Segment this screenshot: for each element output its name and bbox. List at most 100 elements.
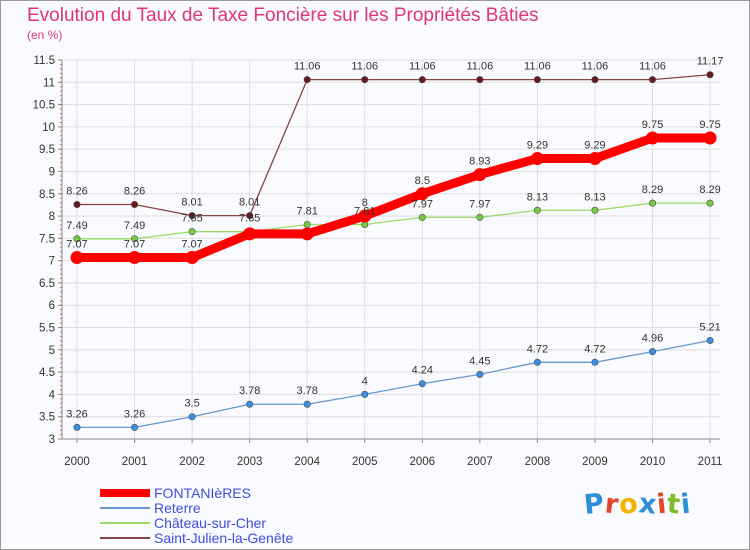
data-point xyxy=(533,358,541,366)
data-point xyxy=(188,228,196,236)
data-point xyxy=(73,200,81,208)
y-tick-label: 8.5 xyxy=(39,189,55,201)
data-point xyxy=(185,251,199,265)
data-label: 4.96 xyxy=(642,333,663,345)
data-point xyxy=(646,131,659,145)
data-label: 11.06 xyxy=(582,61,609,73)
data-labels-layer: 7.07 7.07 7.07 8 8.5 8.93 9.29 9.29 9.75 9.75 3.26… xyxy=(66,56,723,421)
data-point xyxy=(418,213,426,221)
y-tick-label: 4 xyxy=(49,389,56,401)
data-point xyxy=(246,400,254,408)
chart-title: Evolution du Taux de Taxe Foncière sur l… xyxy=(27,5,539,26)
data-label: 5.21 xyxy=(699,321,720,333)
x-tick-label: 2000 xyxy=(64,456,90,468)
proxiti-logo: Proxiti xyxy=(582,488,693,521)
data-label: 8.29 xyxy=(699,184,720,196)
y-axis-unit-label: (en %) xyxy=(27,28,63,42)
data-point xyxy=(361,390,369,398)
y-tick-label: 6.5 xyxy=(39,278,55,290)
y-tick-label: 8 xyxy=(49,211,55,223)
x-tick-label: 2001 xyxy=(122,456,148,468)
y-tick-label: 5.5 xyxy=(39,323,55,335)
data-label: 11.06 xyxy=(351,61,378,73)
legend-label: Château-sur-Cher xyxy=(154,515,267,531)
legend: FONTANIèRES Reterre Château-sur-Cher Saint-… xyxy=(100,485,400,546)
data-label: 7.07 xyxy=(124,239,145,251)
data-label: 7.81 xyxy=(296,206,317,218)
x-tick-label: 2005 xyxy=(352,456,378,468)
data-point xyxy=(530,152,544,166)
y-tick-label: 9.5 xyxy=(39,144,55,156)
data-label: 9.29 xyxy=(527,140,548,152)
data-label: 11.06 xyxy=(466,61,493,73)
data-point xyxy=(418,76,426,84)
legend-item: Saint-Julien-la-Genête xyxy=(100,530,400,546)
y-tick-label: 7.5 xyxy=(39,233,55,245)
data-label: 7.65 xyxy=(239,213,260,225)
data-label: 7.49 xyxy=(124,220,145,232)
data-label: 8.13 xyxy=(527,191,548,203)
markers-layer xyxy=(70,71,717,431)
series-line-2 xyxy=(76,202,711,240)
data-point xyxy=(243,227,257,241)
data-label: 3.26 xyxy=(124,408,145,420)
data-point xyxy=(73,423,81,431)
data-point xyxy=(246,212,254,220)
x-tick-label: 2002 xyxy=(179,456,205,468)
data-label: 9.75 xyxy=(642,119,663,131)
y-tick-label: 5 xyxy=(49,345,55,357)
y-tick-label: 6 xyxy=(49,300,55,312)
y-tick-label: 10.5 xyxy=(33,100,55,112)
data-label: 8.93 xyxy=(469,156,490,168)
data-label: 8.26 xyxy=(66,185,87,197)
data-point xyxy=(303,76,311,84)
data-label: 7.65 xyxy=(181,213,202,225)
data-point xyxy=(706,199,714,207)
data-label: 8.29 xyxy=(642,184,663,196)
data-label: 4.24 xyxy=(412,365,433,377)
data-label: 7.07 xyxy=(66,239,87,251)
data-label: 11.06 xyxy=(294,61,321,73)
legend-swatch xyxy=(100,489,150,497)
data-point xyxy=(131,235,139,243)
legend-label: Saint-Julien-la-Genête xyxy=(154,530,294,546)
lines-layer xyxy=(72,74,715,429)
data-label: 11.06 xyxy=(409,61,436,73)
legend-item: FONTANIèRES xyxy=(100,485,400,501)
data-point xyxy=(648,76,656,84)
data-point xyxy=(533,206,541,214)
y-tick-label: 10 xyxy=(42,122,55,134)
data-point xyxy=(476,76,484,84)
x-tick-label: 2003 xyxy=(237,456,263,468)
x-tick-label: 2010 xyxy=(640,456,666,468)
data-label: 11.17 xyxy=(697,56,724,68)
data-point xyxy=(591,358,599,366)
data-point xyxy=(476,213,484,221)
data-label: 4.72 xyxy=(584,343,605,355)
data-point xyxy=(131,200,139,208)
data-point xyxy=(476,370,484,378)
data-point xyxy=(703,131,717,145)
data-point xyxy=(415,187,429,201)
data-label: 7.97 xyxy=(412,198,433,210)
data-point xyxy=(131,423,139,431)
x-tick-label: 2007 xyxy=(467,456,493,468)
data-label: 4.45 xyxy=(469,355,490,367)
data-point xyxy=(473,168,487,182)
data-point xyxy=(706,336,714,344)
y-tick-label: 11.5 xyxy=(33,55,55,67)
data-point xyxy=(533,76,541,84)
data-label: 3.78 xyxy=(239,385,260,397)
data-point xyxy=(648,348,656,356)
y-tick-label: 7 xyxy=(49,256,55,268)
legend-item: Château-sur-Cher xyxy=(100,515,400,531)
data-label: 9.75 xyxy=(699,119,720,131)
legend-swatch xyxy=(100,507,150,509)
data-label: 11.06 xyxy=(524,61,551,73)
data-label: 3.5 xyxy=(184,398,199,410)
data-label: 4.72 xyxy=(527,343,548,355)
data-point xyxy=(73,235,81,243)
data-point xyxy=(358,209,372,223)
